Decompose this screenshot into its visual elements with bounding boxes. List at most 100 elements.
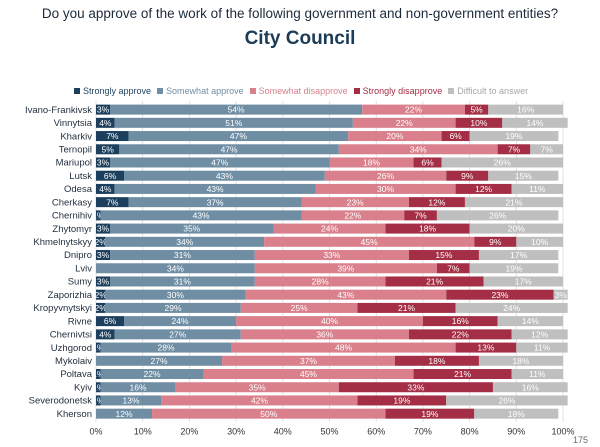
bar-segment-somewhat-disapprove-rivne [236, 316, 423, 327]
x-tick-label: 90% [507, 426, 525, 436]
data-label: 33% [407, 382, 424, 392]
bar-segment-somewhat-disapprove-vinnytsia [352, 117, 456, 128]
data-label: 16% [517, 105, 534, 115]
data-label: 40% [321, 316, 338, 326]
legend-label-difficult: Difficult to answer [457, 86, 529, 96]
data-label: 24% [321, 224, 338, 234]
bar-segment-strongly-approve-vinnytsia [96, 117, 115, 128]
data-label: 45% [300, 369, 317, 379]
data-label: 26% [498, 396, 515, 406]
data-label: 5% [102, 144, 115, 154]
bar-segment-somewhat-disapprove-poltava [203, 369, 414, 380]
bar-segment-strongly-disapprove-lutsk [446, 170, 489, 181]
bar-segment-strongly-disapprove-khmelnytskyy [474, 236, 517, 247]
bar-segment-strongly-approve-poltava [96, 369, 101, 380]
bar-segment-difficult-to-answer-rivne [497, 316, 563, 327]
bar-segment-strongly-disapprove-odesa [455, 183, 512, 194]
legend-item-somewhat-approve: Somewhat approve [157, 86, 244, 96]
data-label: 35% [249, 382, 266, 392]
bar-segment-somewhat-disapprove-dnipro [254, 250, 409, 261]
data-label: 24% [172, 316, 189, 326]
title-block: Do you approve of the work of the follow… [0, 6, 600, 50]
bar-segment-somewhat-disapprove-sumy [254, 276, 386, 287]
data-label: 39% [337, 263, 354, 273]
data-label: 43% [207, 184, 224, 194]
bar-segment-somewhat-disapprove-kyiv [175, 382, 339, 393]
data-label: 18% [508, 409, 525, 419]
bar-segment-strongly-approve-chernivtsi [96, 329, 115, 340]
legend-swatch-difficult [448, 88, 455, 94]
data-label: 19% [505, 263, 522, 273]
question-text: Do you approve of the work of the follow… [41, 6, 559, 21]
bar-segment-strongly-approve-uzhgorod [96, 342, 101, 353]
bar-segment-somewhat-approve-mariupol [110, 157, 330, 168]
legend-item-strongly-approve: Strongly approve [74, 86, 151, 96]
data-label: 3% [97, 224, 110, 234]
data-label: 9% [489, 237, 502, 247]
data-label: 1% [92, 396, 105, 406]
bar-segment-strongly-approve-chernihiv [96, 210, 101, 221]
bar-segment-somewhat-disapprove-odesa [315, 183, 456, 194]
data-label: 36% [316, 329, 333, 339]
category-label-mykolaiv: Mykolaiv [55, 356, 92, 367]
bar-segment-somewhat-approve-kharkiv [128, 131, 349, 142]
data-label: 18% [363, 158, 380, 168]
bar-segment-somewhat-approve-poltava [100, 369, 204, 380]
data-label: 19% [421, 409, 438, 419]
data-label: 27% [169, 329, 186, 339]
data-label: 3% [555, 290, 568, 300]
legend-item-somewhat-disapprove: Somewhat disapprove [249, 86, 348, 96]
data-label: 31% [174, 277, 191, 287]
data-label: 26% [494, 158, 511, 168]
data-label: 7% [508, 144, 521, 154]
bar-segment-strongly-disapprove-vinnytsia [455, 117, 503, 128]
data-label: 22% [344, 210, 361, 220]
bar-segment-strongly-disapprove-uzhgorod [455, 342, 517, 353]
data-label: 29% [165, 303, 182, 313]
bar-segment-difficult-to-answer-cherkasy [464, 197, 563, 208]
data-label: 6% [449, 131, 462, 141]
bar-segment-somewhat-approve-mykolaiv [96, 355, 223, 366]
data-label: 19% [393, 396, 410, 406]
bar-segment-strongly-disapprove-ivano-frankivsk [464, 104, 489, 115]
category-label-rivne: Rivne [68, 316, 92, 327]
data-label: 30% [377, 184, 394, 194]
x-tick-label: 60% [367, 426, 385, 436]
data-label: 33% [323, 250, 340, 260]
data-label: 11% [529, 184, 546, 194]
bar-segment-strongly-disapprove-rivne [422, 316, 498, 327]
data-label: 12% [428, 197, 445, 207]
bar-segment-somewhat-approve-ivano-frankivsk [110, 104, 363, 115]
bar-segment-strongly-disapprove-dnipro [408, 250, 479, 261]
x-tick-label: 70% [414, 426, 432, 436]
data-label: 22% [452, 329, 469, 339]
bar-segment-difficult-to-answer-severodonetsk [446, 395, 568, 406]
category-label-ternopil: Ternopil [59, 144, 92, 155]
bar-segment-somewhat-disapprove-mykolaiv [222, 355, 395, 366]
bar-segment-strongly-disapprove-sumy [385, 276, 484, 287]
bar-segment-strongly-approve-rivne [96, 316, 125, 327]
data-label: 15% [515, 171, 532, 181]
bar-segment-somewhat-approve-chernivtsi [114, 329, 241, 340]
data-label: 3% [97, 158, 110, 168]
bar-segment-somewhat-disapprove-ivano-frankivsk [362, 104, 465, 115]
data-label: 2% [95, 237, 108, 247]
bar-segment-somewhat-approve-sumy [110, 276, 255, 287]
bar-segment-strongly-disapprove-zaporizhia [446, 289, 554, 300]
data-label: 7% [447, 263, 460, 273]
bar-segment-strongly-approve-khmelnytskyy [96, 236, 106, 247]
data-label: 14% [526, 118, 543, 128]
data-label: 15% [435, 250, 452, 260]
bar-segment-strongly-disapprove-kyiv [338, 382, 493, 393]
data-label: 54% [228, 105, 245, 115]
bar-segment-strongly-disapprove-mykolaiv [394, 355, 479, 366]
data-label: 7% [106, 131, 119, 141]
bar-segment-strongly-disapprove-zhytomyr [385, 223, 470, 234]
data-label: 34% [410, 144, 427, 154]
data-label: 3% [97, 250, 110, 260]
data-label: 21% [426, 277, 443, 287]
bar-segment-somewhat-approve-kropyvnytskyi [105, 302, 241, 313]
bar-segment-strongly-disapprove-severodonetsk [357, 395, 447, 406]
data-label: 16% [452, 316, 469, 326]
bar-segment-strongly-disapprove-chernihiv [404, 210, 437, 221]
